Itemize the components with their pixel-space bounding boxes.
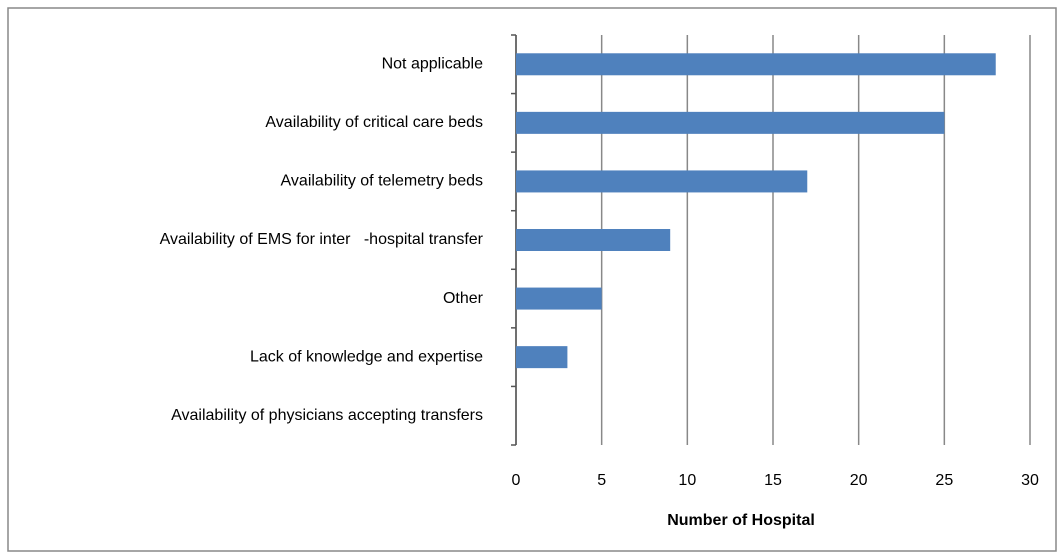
x-tick-label: 0	[512, 472, 521, 489]
y-tick-label: Availability of critical care beds	[265, 114, 483, 131]
x-tick-label: 5	[597, 472, 606, 489]
y-tick-label: Availability of EMS for inter -hospital …	[160, 231, 484, 248]
bar	[516, 53, 996, 76]
y-tick-label: Availability of physicians accepting tra…	[171, 407, 483, 424]
x-tick-label: 30	[1021, 472, 1039, 489]
bar	[516, 229, 671, 251]
x-tick-label: 25	[935, 472, 953, 489]
x-tick-label: 20	[850, 472, 868, 489]
bar	[516, 346, 568, 369]
bar	[516, 111, 945, 134]
y-tick-label: Availability of telemetry beds	[281, 173, 483, 190]
y-tick-label: Not applicable	[382, 56, 484, 73]
x-axis-title: Number of Hospital	[667, 512, 815, 529]
x-tick-label: 15	[764, 472, 782, 489]
bar	[516, 170, 808, 193]
y-tick-label: Other	[443, 290, 484, 307]
chart-border	[7, 7, 1057, 552]
x-tick-label: 10	[678, 472, 696, 489]
y-tick-label: Lack of knowledge and expertise	[250, 348, 483, 365]
bar	[516, 287, 602, 310]
